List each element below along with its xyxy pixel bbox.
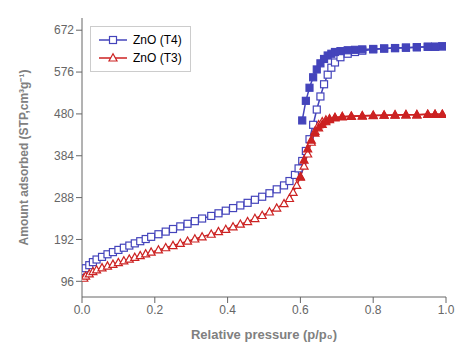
svg-text:Amount adsorbed (STP,cm³g⁻¹): Amount adsorbed (STP,cm³g⁻¹) xyxy=(17,70,31,246)
svg-text:0.4: 0.4 xyxy=(219,303,236,317)
svg-text:576: 576 xyxy=(54,65,74,79)
html-text:ZnO (T4): ZnO (T4) xyxy=(133,33,182,47)
html-text:ZnO (T3): ZnO (T3) xyxy=(133,51,182,65)
svg-text:Relative pressure (p/p₀): Relative pressure (p/p₀) xyxy=(191,327,337,342)
svg-text:288: 288 xyxy=(54,191,74,205)
svg-text:192: 192 xyxy=(54,233,74,247)
svg-text:1.0: 1.0 xyxy=(438,303,455,317)
svg-text:0.6: 0.6 xyxy=(292,303,309,317)
svg-text:672: 672 xyxy=(54,23,74,37)
svg-text:480: 480 xyxy=(54,107,74,121)
svg-text:0.0: 0.0 xyxy=(74,303,91,317)
svg-text:96: 96 xyxy=(61,275,75,289)
svg-text:0.2: 0.2 xyxy=(146,303,163,317)
svg-text:0.8: 0.8 xyxy=(365,303,382,317)
svg-text:384: 384 xyxy=(54,149,74,163)
